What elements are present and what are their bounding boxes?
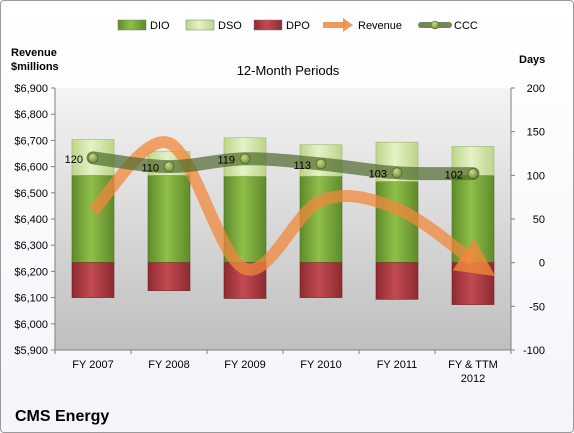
ccc-line xyxy=(86,151,480,181)
ccc-point xyxy=(467,168,479,179)
ccc-series: 120 110 119 113 103 102 xyxy=(65,151,480,182)
legend-label: CCC xyxy=(454,20,478,32)
right-tick-label: 50 xyxy=(533,214,545,226)
x-tick-label: FY 2007 xyxy=(72,359,113,371)
legend-label: DSO xyxy=(218,20,242,32)
legend-item-revenue: Revenue xyxy=(323,18,402,32)
legend-arrow xyxy=(343,18,353,32)
ccc-label: 119 xyxy=(217,155,235,167)
x-tick-label: FY & TTM 2012 xyxy=(448,359,498,385)
x-tick-label: FY 2008 xyxy=(148,359,189,371)
right-tick-label: 100 xyxy=(527,170,545,182)
ccc-label: 110 xyxy=(141,163,159,175)
bar-dio xyxy=(147,175,191,263)
ccc-label: 120 xyxy=(65,154,83,166)
revenue-line xyxy=(88,136,496,277)
legend-label: DPO xyxy=(286,20,310,32)
legend-marker xyxy=(430,20,440,30)
left-axis-title-line1: Revenue xyxy=(11,47,57,59)
ccc-point xyxy=(163,161,175,173)
bar-dpo xyxy=(71,262,115,298)
x-tick-label: FY 2011 xyxy=(377,359,418,371)
left-tick-label: $6,400 xyxy=(14,214,48,226)
legend-item-dio: DIO xyxy=(117,19,170,32)
legend-swatch xyxy=(117,19,147,31)
left-axis: $5,900 $6,000 $6,100 $6,200 $6,300 $6,400 $6,5… xyxy=(14,83,56,357)
left-tick-label: $6,800 xyxy=(14,109,48,121)
x-tick-label: FY 2009 xyxy=(224,359,265,371)
company-name: CMS Energy xyxy=(15,408,109,425)
ccc-point xyxy=(391,167,403,179)
x-axis: FY 2007 FY 2008 FY 2009 FY 2010 FY 2011 FY & … xyxy=(54,349,512,385)
bar-dpo xyxy=(299,262,343,298)
right-tick-label: 200 xyxy=(527,83,545,95)
ccc-point xyxy=(239,153,251,165)
ccc-label: 103 xyxy=(369,169,387,181)
x-tick-label: FY 2010 xyxy=(300,359,341,371)
left-tick-label: $6,100 xyxy=(14,293,48,305)
legend-item-dso: DSO xyxy=(185,19,242,32)
left-tick-label: $6,000 xyxy=(14,319,48,331)
left-tick-label: $6,200 xyxy=(14,266,48,278)
legend-swatch xyxy=(185,19,215,31)
right-tick-label: -100 xyxy=(523,345,545,357)
right-tick-label: 0 xyxy=(539,258,545,270)
chart-title: 12-Month Periods xyxy=(237,63,340,78)
revenue-series xyxy=(88,136,496,277)
legend-item-ccc: CCC xyxy=(418,20,478,32)
legend-item-dpo: DPO xyxy=(253,19,310,32)
legend-label: DIO xyxy=(150,20,170,32)
left-tick-label: $6,500 xyxy=(14,188,48,200)
ccc-point xyxy=(315,158,327,170)
bar-dpo xyxy=(375,262,419,300)
right-axis-title: Days xyxy=(519,54,545,66)
bar-dpo xyxy=(451,262,495,305)
right-axis: -100 -50 0 50 100 150 200 xyxy=(510,83,545,357)
left-tick-label: $6,300 xyxy=(14,240,48,252)
right-tick-label: -50 xyxy=(529,301,545,313)
ccc-label: 113 xyxy=(293,160,311,172)
bar-dpo xyxy=(147,262,191,291)
left-tick-label: $6,900 xyxy=(14,83,48,95)
ccc-label: 102 xyxy=(445,170,463,182)
right-tick-label: 150 xyxy=(527,127,545,139)
left-axis-title-line2: $millions xyxy=(11,61,59,73)
plot-area xyxy=(55,88,511,350)
legend-swatch xyxy=(253,19,283,31)
legend: DIO DSO DPO Revenue CCC xyxy=(117,18,478,32)
left-tick-label: $6,700 xyxy=(14,135,48,147)
left-tick-label: $6,600 xyxy=(14,162,48,174)
ccc-point xyxy=(87,152,99,164)
legend-label: Revenue xyxy=(358,20,402,32)
left-tick-label: $5,900 xyxy=(14,345,48,357)
